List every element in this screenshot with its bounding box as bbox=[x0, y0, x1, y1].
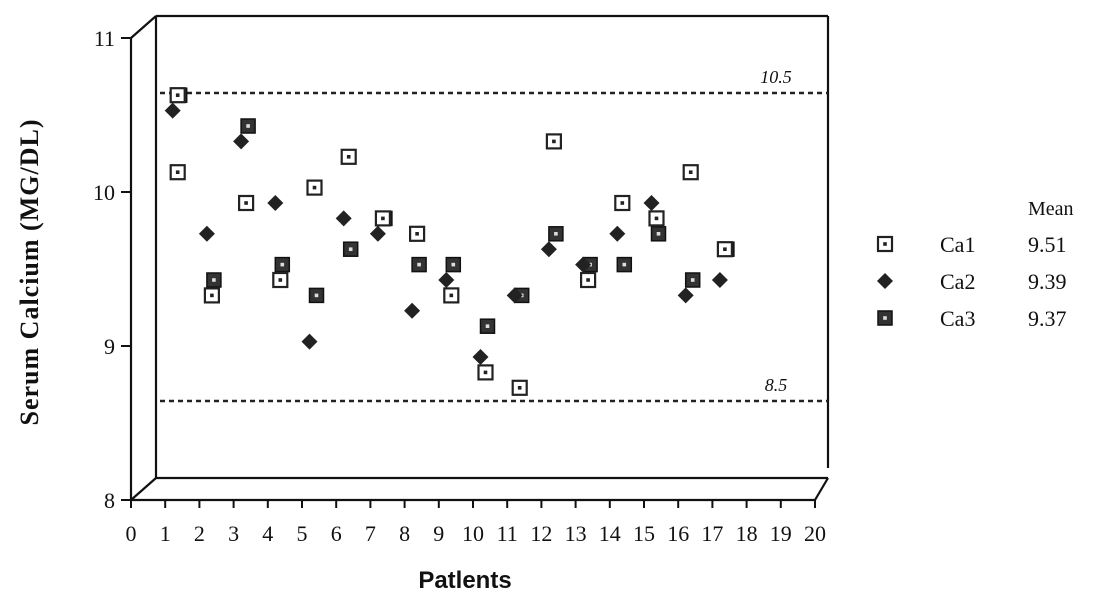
legend-mean: 9.37 bbox=[1028, 306, 1067, 331]
x-tick-label: 12 bbox=[530, 521, 552, 546]
x-tick-label: 2 bbox=[194, 521, 205, 546]
plot-frame bbox=[129, 14, 830, 502]
y-tick-label: 8 bbox=[104, 488, 115, 513]
data-point-ca2 bbox=[267, 195, 284, 211]
data-point-ca2 bbox=[438, 272, 455, 288]
data-point-ca2 bbox=[369, 225, 386, 242]
data-point-ca3 bbox=[308, 287, 325, 304]
frame-floor-depth bbox=[130, 477, 157, 501]
data-point-ca1 bbox=[169, 87, 186, 104]
data-point-ca2 bbox=[575, 256, 592, 273]
data-point-ca1 bbox=[682, 164, 699, 181]
data-point-ca3 bbox=[342, 241, 359, 257]
y-tick-label: 9 bbox=[104, 334, 115, 359]
data-point-ca3 bbox=[684, 272, 701, 288]
data-point-ca2 bbox=[677, 287, 694, 304]
data-point-ca2 bbox=[540, 241, 557, 258]
data-point-ca2 bbox=[609, 225, 626, 242]
x-tick-label: 17 bbox=[701, 521, 723, 546]
x-tick-label: 10 bbox=[462, 521, 484, 546]
x-tick-label: 15 bbox=[633, 521, 655, 546]
data-point-ca1 bbox=[340, 148, 357, 165]
data-point-ca2 bbox=[643, 195, 660, 211]
x-tick-label: 7 bbox=[365, 521, 376, 546]
data-point-ca2 bbox=[164, 102, 181, 119]
data-point-ca1 bbox=[203, 287, 220, 304]
x-tick-label: 4 bbox=[262, 521, 273, 546]
x-tick-label: 9 bbox=[433, 521, 444, 546]
x-tick-label: 20 bbox=[804, 521, 826, 546]
x-axis-label: Patlents bbox=[418, 567, 511, 594]
legend-marker-ca1 bbox=[876, 235, 894, 253]
x-tick-label: 8 bbox=[399, 521, 410, 546]
data-point-ca3 bbox=[240, 118, 256, 134]
legend: Mean Ca1 9.51 Ca2 9.39 Ca3 9.37 bbox=[876, 198, 1074, 331]
data-point-ca1 bbox=[477, 364, 494, 381]
x-axis-ticks: 0 1 2 3 4 5 6 7 8 9 10 11 12 13 14 15 16 17 18 19 20 bbox=[126, 500, 826, 546]
data-point-ca1 bbox=[409, 225, 426, 242]
frame-top-depth bbox=[130, 15, 157, 39]
data-point-ca1 bbox=[545, 133, 563, 150]
y-axis-ticks: 8 9 10 11 bbox=[93, 26, 131, 513]
legend-label: Ca2 bbox=[940, 269, 975, 294]
x-tick-label: 16 bbox=[667, 521, 689, 546]
data-point-ca1 bbox=[716, 241, 734, 258]
data-point-ca2 bbox=[198, 225, 215, 242]
data-point-ca2 bbox=[404, 302, 421, 319]
y-axis-label: Serum Calcium (MG/DL) bbox=[15, 119, 44, 426]
data-point-ca3 bbox=[445, 256, 462, 273]
data-point-ca1 bbox=[511, 379, 528, 396]
x-tick-label: 11 bbox=[497, 521, 518, 546]
legend-label: Ca3 bbox=[940, 306, 975, 331]
legend-marker-ca2 bbox=[877, 273, 893, 289]
data-point-ca3 bbox=[479, 318, 496, 334]
data-point-ca2 bbox=[472, 349, 489, 365]
legend-label: Ca1 bbox=[940, 232, 975, 257]
x-tick-label: 14 bbox=[599, 521, 621, 546]
data-point-ca2 bbox=[506, 287, 523, 304]
legend-marker-ca3 bbox=[877, 310, 893, 326]
data-point-ca1 bbox=[238, 194, 255, 212]
data-point-ca3 bbox=[206, 272, 222, 288]
data-point-ca3 bbox=[411, 256, 427, 273]
x-tick-label: 5 bbox=[297, 521, 308, 546]
data-point-ca1 bbox=[579, 271, 597, 289]
x-tick-label: 13 bbox=[565, 521, 587, 546]
data-point-ca3 bbox=[274, 256, 291, 273]
data-points bbox=[164, 87, 735, 396]
legend-mean: 9.51 bbox=[1028, 232, 1067, 257]
data-point-ca1 bbox=[648, 210, 665, 227]
x-tick-label: 18 bbox=[736, 521, 758, 546]
reference-line-label: 8.5 bbox=[765, 375, 788, 395]
reference-line-label: 10.5 bbox=[760, 67, 792, 87]
x-tick-label: 1 bbox=[160, 521, 171, 546]
x-tick-label: 6 bbox=[331, 521, 342, 546]
legend-mean: 9.39 bbox=[1028, 269, 1067, 294]
data-point-ca3 bbox=[650, 226, 667, 242]
data-point-ca1 bbox=[306, 179, 323, 196]
x-tick-label: 19 bbox=[770, 521, 792, 546]
x-tick-label: 3 bbox=[228, 521, 239, 546]
frame-floor-right bbox=[814, 477, 829, 501]
reference-lines: 10.5 8.5 bbox=[160, 67, 828, 403]
data-point-ca2 bbox=[711, 272, 728, 288]
data-point-ca3 bbox=[548, 226, 564, 242]
y-tick-label: 11 bbox=[94, 26, 115, 51]
data-point-ca1 bbox=[169, 164, 186, 181]
data-point-ca1 bbox=[374, 210, 391, 227]
data-point-ca1 bbox=[614, 194, 631, 212]
data-point-ca2 bbox=[335, 210, 352, 227]
y-tick-label: 10 bbox=[93, 180, 115, 205]
x-tick-label: 0 bbox=[126, 521, 137, 546]
data-point-ca1 bbox=[443, 287, 460, 304]
data-point-ca1 bbox=[272, 271, 289, 289]
data-point-ca3 bbox=[616, 256, 633, 273]
legend-header: Mean bbox=[1028, 198, 1074, 220]
data-point-ca2 bbox=[301, 333, 318, 350]
data-point-ca2 bbox=[233, 133, 250, 150]
